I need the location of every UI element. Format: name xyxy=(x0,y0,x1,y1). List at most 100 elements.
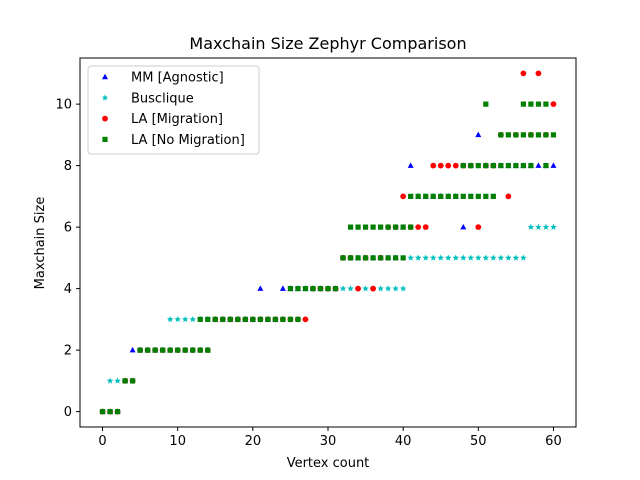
x-axis-title: Vertex count xyxy=(287,456,370,471)
data-point xyxy=(114,377,121,384)
data-point xyxy=(220,316,226,322)
x-tick-label: 50 xyxy=(470,434,487,449)
data-point xyxy=(483,193,489,199)
data-point xyxy=(310,286,316,292)
data-point xyxy=(280,316,286,322)
data-point xyxy=(332,286,339,292)
data-point xyxy=(355,224,361,230)
y-tick-label: 6 xyxy=(64,221,72,236)
data-point xyxy=(370,255,376,261)
data-point xyxy=(370,224,376,230)
data-point xyxy=(340,255,346,261)
chart-title: Maxchain Size Zephyr Comparison xyxy=(189,34,466,53)
data-point xyxy=(437,162,444,169)
x-tick-label: 40 xyxy=(395,434,412,449)
data-point xyxy=(205,347,211,353)
data-point xyxy=(355,285,361,292)
data-point xyxy=(452,254,459,261)
data-point xyxy=(197,316,203,322)
legend-marker xyxy=(102,115,108,122)
data-point xyxy=(423,193,429,199)
data-point xyxy=(257,285,264,291)
data-point xyxy=(182,347,188,353)
data-point xyxy=(114,409,121,415)
data-point xyxy=(189,315,196,323)
data-point xyxy=(399,285,407,292)
data-point xyxy=(505,254,512,261)
data-point xyxy=(550,132,557,138)
data-point xyxy=(166,315,174,323)
data-point xyxy=(190,347,196,353)
data-point xyxy=(490,193,496,199)
data-point xyxy=(445,162,452,169)
data-point xyxy=(205,316,211,322)
data-point xyxy=(393,224,399,230)
data-point xyxy=(422,254,429,261)
data-point xyxy=(512,254,520,261)
data-point xyxy=(347,224,354,230)
data-point xyxy=(197,347,203,353)
data-point xyxy=(460,193,466,199)
data-point xyxy=(400,255,406,261)
data-point xyxy=(385,255,391,261)
data-point xyxy=(527,223,535,230)
data-point xyxy=(235,316,241,322)
data-point xyxy=(468,193,474,199)
data-point xyxy=(505,132,511,138)
data-point xyxy=(460,223,467,230)
data-point xyxy=(362,224,369,230)
legend-label: LA [No Migration] xyxy=(131,133,245,148)
data-point xyxy=(437,254,444,261)
data-point xyxy=(520,101,526,107)
data-point xyxy=(122,378,128,384)
data-point xyxy=(429,254,437,261)
x-tick-label: 0 xyxy=(98,434,106,449)
data-point xyxy=(339,285,347,292)
data-point xyxy=(130,378,136,384)
y-axis-title: Maxchain Size xyxy=(33,197,48,290)
data-point xyxy=(362,285,369,292)
data-point xyxy=(520,70,527,77)
data-point xyxy=(287,286,294,292)
data-point xyxy=(475,131,482,138)
data-point xyxy=(490,163,496,169)
data-point xyxy=(287,316,294,322)
data-point xyxy=(467,254,475,261)
data-point xyxy=(227,316,233,322)
data-point xyxy=(145,347,151,353)
data-point xyxy=(378,224,384,230)
data-point xyxy=(490,254,497,261)
y-tick-label: 4 xyxy=(64,282,72,297)
data-point xyxy=(483,163,489,169)
data-point xyxy=(175,347,181,353)
data-point xyxy=(475,224,482,231)
data-point xyxy=(535,162,542,168)
data-point xyxy=(152,347,158,353)
data-point xyxy=(167,347,173,353)
data-point xyxy=(513,132,519,138)
data-point xyxy=(107,409,113,415)
data-point xyxy=(385,224,391,230)
data-point xyxy=(415,224,422,231)
data-point xyxy=(370,285,376,292)
legend-label: Busclique xyxy=(131,91,194,106)
data-point xyxy=(482,254,490,261)
data-point xyxy=(160,347,166,353)
data-point xyxy=(392,285,399,292)
data-point xyxy=(453,193,459,199)
data-point xyxy=(250,316,256,322)
y-tick-label: 8 xyxy=(64,159,72,174)
data-point xyxy=(106,377,114,384)
data-point xyxy=(528,132,534,138)
data-point xyxy=(265,316,271,322)
x-tick-label: 60 xyxy=(545,434,562,449)
x-tick-label: 30 xyxy=(320,434,337,449)
data-point xyxy=(460,254,467,261)
data-point xyxy=(513,163,519,169)
data-point xyxy=(475,163,481,169)
data-point xyxy=(520,254,527,261)
legend-marker xyxy=(101,94,109,101)
data-point xyxy=(543,101,549,107)
